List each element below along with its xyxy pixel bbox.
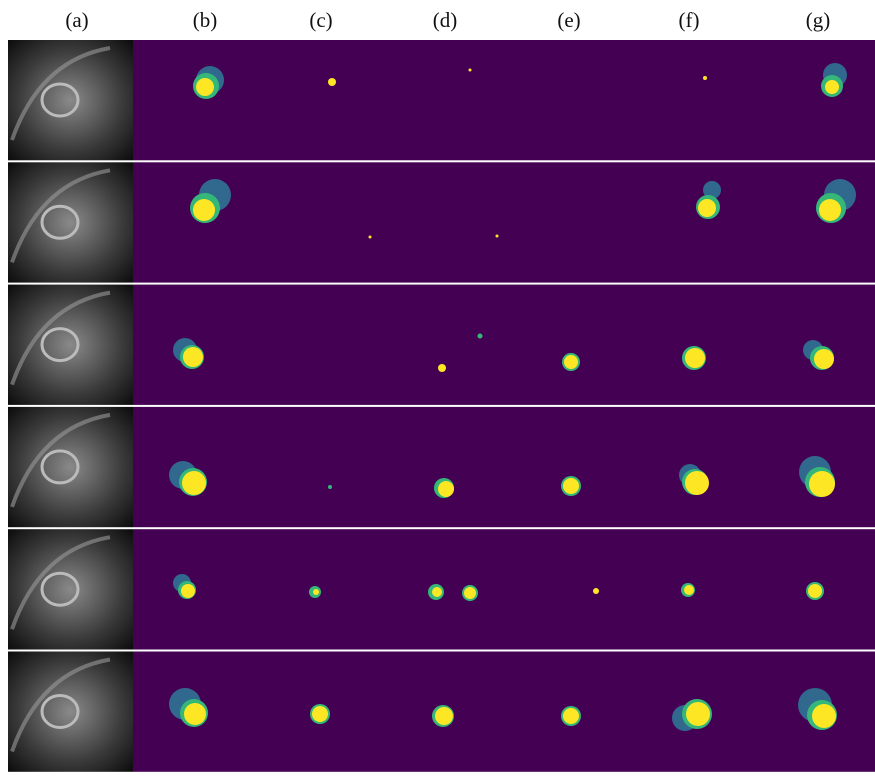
segmentation-region (684, 585, 694, 595)
segmentation-region (184, 703, 206, 725)
segmentation-region (435, 707, 453, 725)
segmentation-region (369, 236, 372, 239)
segmentation-region (703, 76, 707, 80)
segmentation-region (808, 584, 822, 598)
column-label: (f) (679, 8, 700, 32)
segmentation-region (564, 355, 578, 369)
segmentation-background (133, 529, 875, 649)
segmentation-region (183, 347, 203, 367)
column-label: (d) (433, 8, 458, 32)
figure: (a) (b) (c) (d) (e) (f) (g) (0, 0, 875, 774)
segmentation-region (196, 78, 214, 96)
mri-image (8, 529, 133, 649)
segmentation-region (685, 471, 709, 495)
segmentation-region (809, 471, 835, 497)
mri-image (8, 652, 133, 772)
segmentation-region (814, 349, 834, 369)
column-label: (b) (193, 8, 218, 32)
segmentation-background (133, 407, 875, 527)
segmentation-region (478, 334, 483, 339)
segmentation-region (181, 584, 195, 598)
segmentation-region (193, 199, 215, 221)
segmentation-region (593, 588, 599, 594)
segmentation-region (312, 706, 328, 722)
column-label: (e) (557, 8, 580, 32)
mri-image (8, 162, 133, 282)
segmentation-background (133, 40, 875, 160)
segmentation-background (133, 162, 875, 282)
segmentation-region (563, 708, 579, 724)
segmentation-region (812, 704, 836, 728)
segmentation-region (438, 481, 454, 497)
segmentation-region (313, 589, 319, 595)
segmentation-region (438, 364, 446, 372)
segmentation-region (464, 587, 476, 599)
segmentation-region (432, 587, 442, 597)
segmentation-region (563, 478, 579, 494)
segmentation-region (686, 702, 710, 726)
column-label: (a) (65, 8, 88, 32)
column-label: (g) (806, 8, 831, 32)
segmentation-region (328, 78, 336, 86)
segmentation-region (469, 69, 472, 72)
mri-image (8, 407, 133, 527)
segmentation-region (328, 485, 332, 489)
segmentation-region (825, 80, 839, 94)
mri-image (8, 285, 133, 405)
segmentation-region (182, 471, 206, 495)
segmentation-region (496, 235, 499, 238)
segmentation-region (685, 348, 705, 368)
segmentation-background (133, 652, 875, 772)
segmentation-region (819, 199, 841, 221)
segmentation-background (133, 285, 875, 405)
mri-image (8, 40, 133, 160)
column-label: (c) (309, 8, 332, 32)
segmentation-region (698, 199, 716, 217)
